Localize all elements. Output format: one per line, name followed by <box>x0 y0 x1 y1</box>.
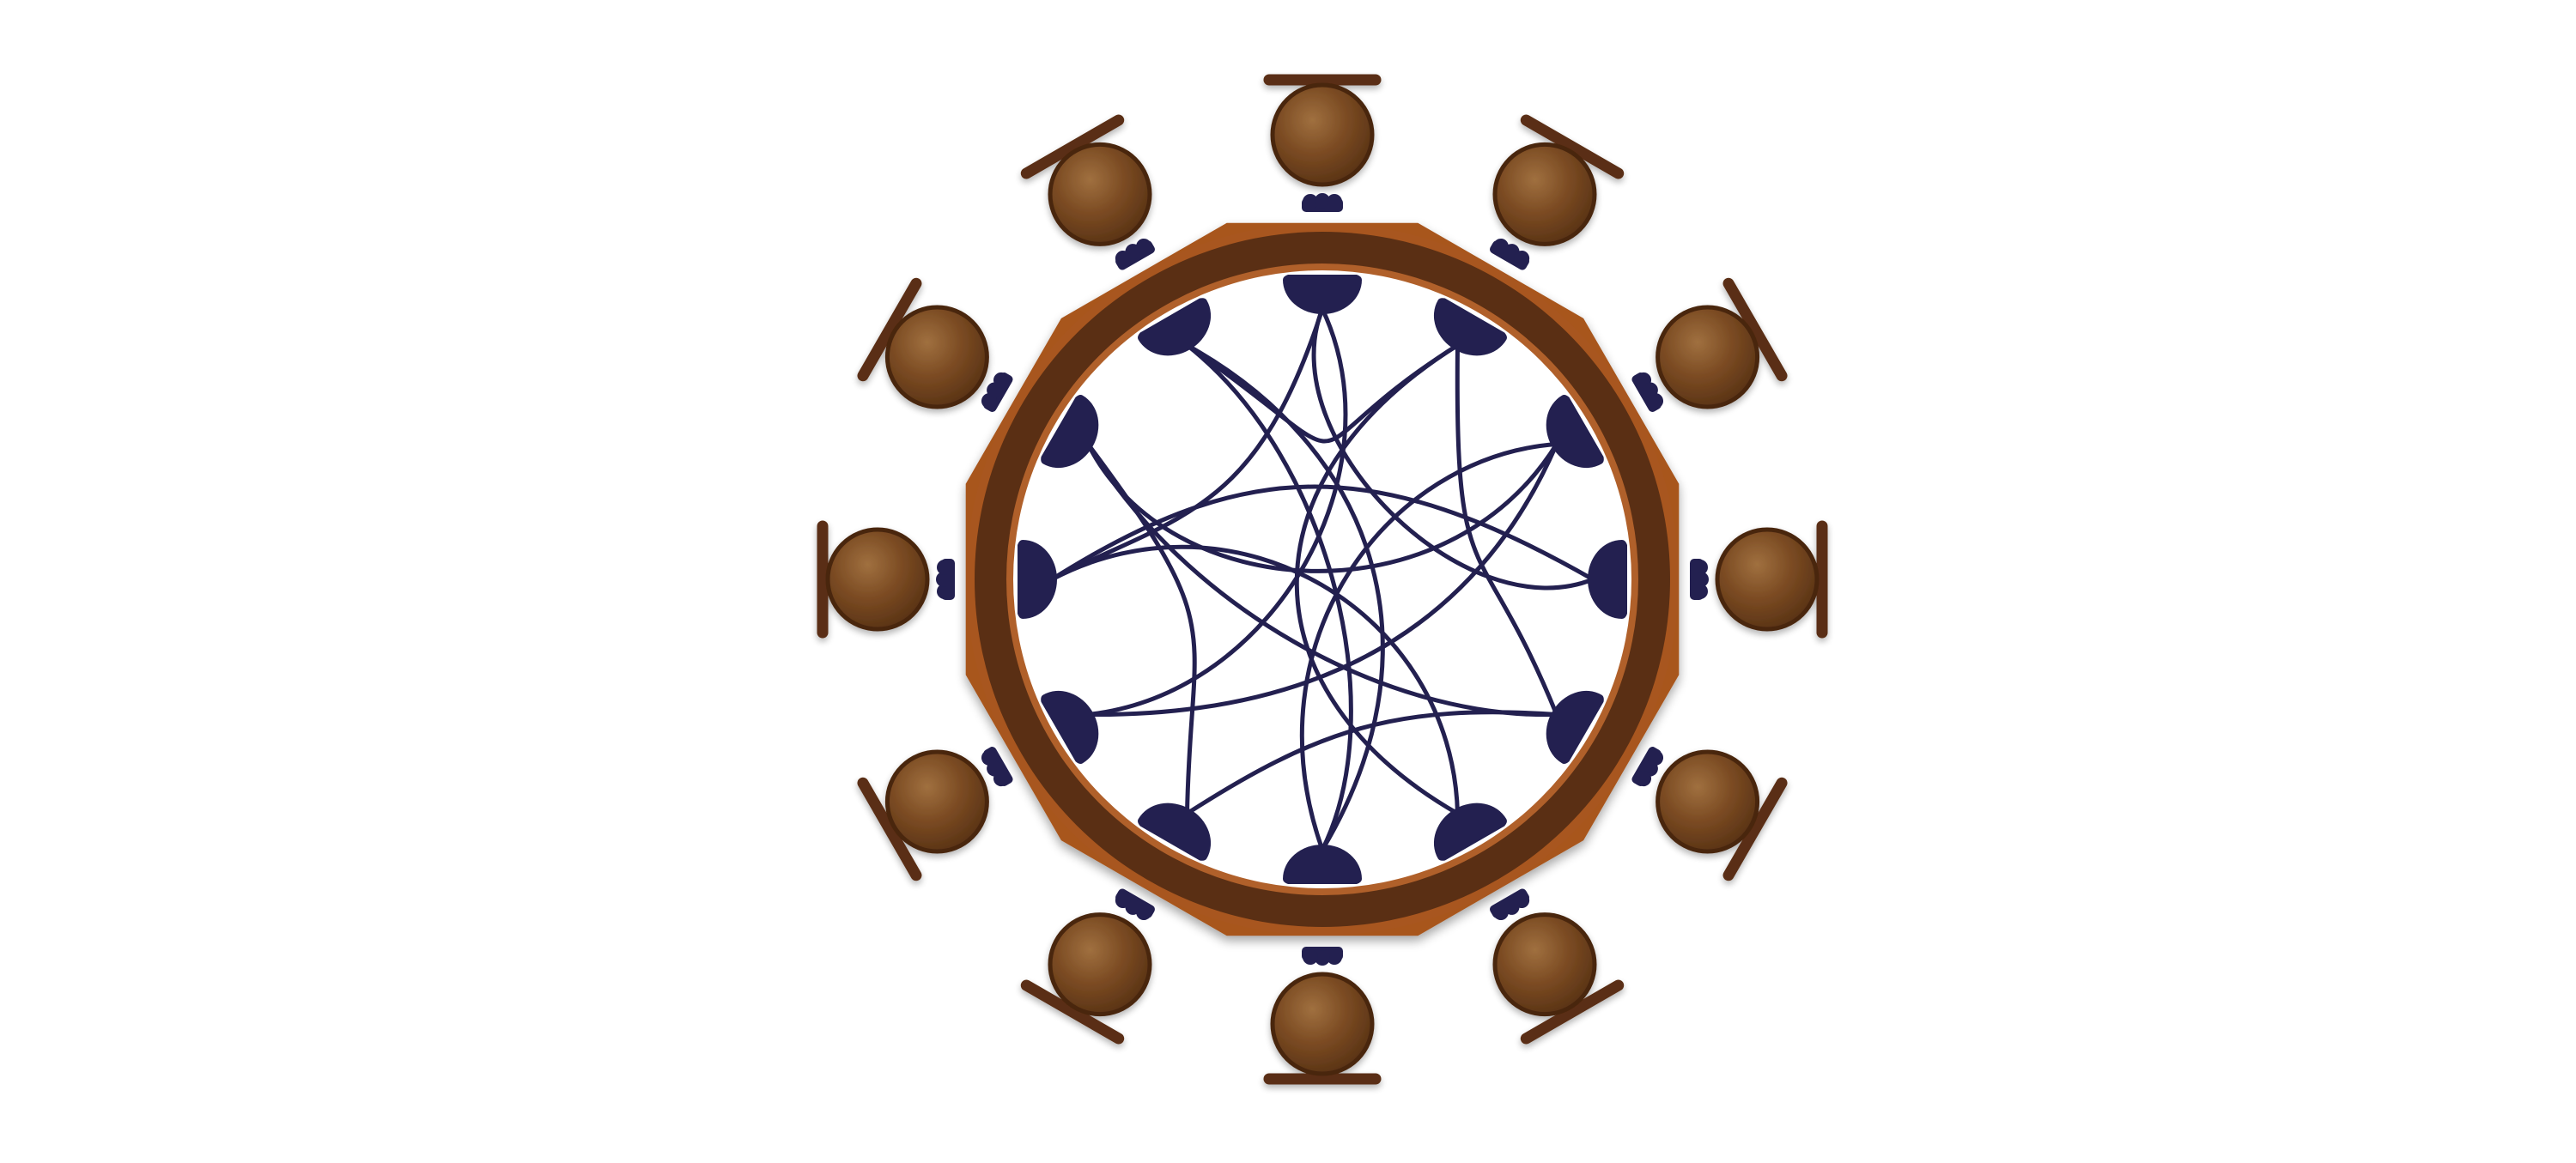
chair-backrest <box>1520 114 1625 179</box>
table <box>936 193 1709 966</box>
port-6 <box>1433 803 1507 861</box>
chair-backrest <box>1520 979 1625 1045</box>
connection-wire-5 <box>1299 442 1559 852</box>
chair-12 <box>1020 114 1152 246</box>
port-10 <box>1018 540 1057 619</box>
connection-wire-2 <box>1085 306 1348 717</box>
chair-6 <box>1492 912 1625 1045</box>
chair-seat <box>884 749 989 854</box>
chair-backrest <box>1020 979 1125 1045</box>
connection-wire-4 <box>1455 342 1559 717</box>
table-surface <box>1013 270 1631 888</box>
chair-backrest <box>1722 277 1788 382</box>
frame-connector-4 <box>1690 559 1709 600</box>
frame-connector-7 <box>1302 947 1343 966</box>
chair-3 <box>1656 277 1788 409</box>
frame-connector-8 <box>1115 888 1155 921</box>
chair-seat <box>825 527 930 632</box>
frame-connector-6 <box>1490 888 1530 921</box>
chair-seat <box>1270 972 1375 1076</box>
seats <box>817 74 1828 1085</box>
connection-wire-15 <box>1085 442 1559 718</box>
frame-connector-2 <box>1490 238 1530 270</box>
port-5 <box>1546 690 1604 764</box>
chair-backrest <box>1020 114 1125 179</box>
connection-wire-16 <box>1185 342 1385 852</box>
chair-10 <box>817 520 930 639</box>
chair-backrest <box>857 777 922 881</box>
chair-7 <box>1263 972 1382 1085</box>
chair-2 <box>1492 114 1625 246</box>
connection-wire-1 <box>1311 306 1595 591</box>
chair-seat <box>1656 749 1760 854</box>
connection-wire-14 <box>1049 306 1325 582</box>
chair-9 <box>857 749 989 881</box>
port-8 <box>1138 803 1212 861</box>
connection-wire-9 <box>1049 544 1460 816</box>
port-4 <box>1588 540 1627 619</box>
chair-1 <box>1263 74 1382 187</box>
chair-seat <box>1492 912 1597 1017</box>
frame-connector-1 <box>1302 193 1343 212</box>
chair-seat <box>1492 142 1597 246</box>
chair-seat <box>1715 527 1820 632</box>
frame-connector-9 <box>981 747 1013 787</box>
port-11 <box>1041 395 1099 469</box>
chair-seat <box>1048 142 1152 246</box>
chair-seat <box>1270 82 1375 187</box>
chair-seat <box>884 305 989 409</box>
port-3 <box>1546 395 1604 469</box>
chair-seat <box>1656 305 1760 409</box>
chair-backrest <box>857 277 922 382</box>
connection-wires <box>1049 306 1595 852</box>
connection-wire-10 <box>1294 342 1460 816</box>
chair-8 <box>1020 912 1152 1045</box>
port-2 <box>1433 298 1507 356</box>
chair-11 <box>857 277 989 409</box>
frame-connector-12 <box>1115 238 1155 270</box>
chair-seat <box>1048 912 1152 1017</box>
connection-wire-13 <box>1085 442 1559 718</box>
port-12 <box>1138 298 1212 356</box>
chair-5 <box>1656 749 1788 881</box>
chair-4 <box>1715 520 1828 639</box>
frame-connector-3 <box>1631 372 1664 412</box>
port-9 <box>1041 690 1099 764</box>
ports <box>1018 275 1627 884</box>
frame-connector-10 <box>936 559 955 600</box>
port-1 <box>1283 275 1362 314</box>
frame-connector-11 <box>981 372 1013 412</box>
port-7 <box>1283 845 1362 884</box>
frame-connector-5 <box>1631 747 1664 787</box>
connection-wire-11 <box>1185 342 1353 852</box>
chair-backrest <box>1722 777 1788 881</box>
